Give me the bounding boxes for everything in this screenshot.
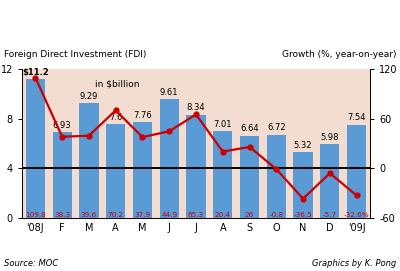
- Text: Foreign Direct Investment (FDI): Foreign Direct Investment (FDI): [4, 50, 146, 59]
- Text: in $billion: in $billion: [95, 79, 140, 89]
- Text: 6.72: 6.72: [267, 124, 286, 133]
- Bar: [106, 124, 125, 218]
- Bar: [240, 136, 259, 218]
- Text: 7.01: 7.01: [214, 120, 232, 129]
- Text: 5.32: 5.32: [294, 141, 312, 150]
- Text: 65.3: 65.3: [188, 212, 204, 218]
- Text: 9.61: 9.61: [160, 88, 178, 96]
- Text: 44.9: 44.9: [161, 212, 177, 218]
- Bar: [294, 152, 313, 218]
- Bar: [79, 103, 98, 218]
- Bar: [160, 99, 179, 218]
- Bar: [320, 144, 340, 218]
- Bar: [213, 131, 232, 218]
- Text: 20.4: 20.4: [215, 212, 231, 218]
- Text: $11.2: $11.2: [22, 68, 49, 77]
- Text: 38.3: 38.3: [54, 212, 70, 218]
- Text: 8.34: 8.34: [187, 103, 205, 112]
- Text: 6.64: 6.64: [240, 124, 259, 133]
- Text: Growth (%, year-on-year): Growth (%, year-on-year): [282, 50, 396, 59]
- Text: 7.6: 7.6: [109, 112, 122, 121]
- Text: Graphics by K. Pong: Graphics by K. Pong: [312, 259, 396, 268]
- Text: -32.6%: -32.6%: [344, 212, 370, 218]
- Text: FDI and growth: FDI and growth: [6, 12, 187, 32]
- Bar: [347, 124, 366, 218]
- Bar: [186, 115, 206, 218]
- Text: -5.7: -5.7: [323, 212, 337, 218]
- Text: Source: MOC: Source: MOC: [4, 259, 58, 268]
- Text: 37.9: 37.9: [134, 212, 150, 218]
- Text: 70.2: 70.2: [108, 212, 124, 218]
- Text: 5.98: 5.98: [320, 133, 339, 142]
- Bar: [26, 79, 45, 218]
- Text: 7.76: 7.76: [133, 111, 152, 120]
- Text: 9.29: 9.29: [80, 92, 98, 101]
- Text: -36.5: -36.5: [294, 212, 312, 218]
- Bar: [133, 122, 152, 218]
- Bar: [52, 132, 72, 218]
- Text: -0.8: -0.8: [269, 212, 283, 218]
- Text: 6.93: 6.93: [53, 121, 72, 130]
- Text: 26: 26: [245, 212, 254, 218]
- Text: 39.6: 39.6: [81, 212, 97, 218]
- Bar: [267, 135, 286, 218]
- Text: 109.8: 109.8: [25, 212, 46, 218]
- Text: 7.54: 7.54: [347, 113, 366, 122]
